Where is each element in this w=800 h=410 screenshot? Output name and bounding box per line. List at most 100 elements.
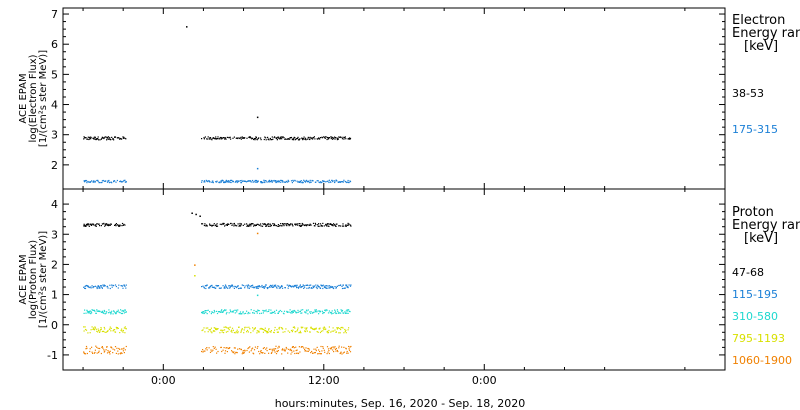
proton-data-point (347, 329, 349, 331)
proton-data-point (317, 284, 319, 286)
proton-data-point (331, 310, 333, 312)
proton-data-point (289, 331, 291, 333)
proton-data-point (263, 287, 265, 289)
proton-data-point (266, 331, 268, 333)
proton-data-point (120, 309, 122, 311)
electron-data-point (348, 181, 350, 184)
proton-data-point (306, 327, 308, 329)
proton-data-point (219, 223, 221, 225)
proton-data-point (116, 347, 118, 349)
proton-data-point (292, 311, 294, 313)
proton-data-point (84, 353, 86, 355)
proton-data-point (86, 309, 88, 311)
proton-data-point (290, 286, 293, 288)
proton-data-point (92, 309, 94, 311)
proton-data-point (247, 225, 249, 227)
electron-data-point (324, 137, 326, 139)
proton-data-point (222, 349, 224, 351)
electron-data-point (228, 181, 230, 183)
proton-data-point (113, 329, 115, 331)
proton-data-point (294, 285, 296, 287)
proton-data-point (348, 345, 350, 348)
electron-data-point (256, 139, 258, 141)
proton-data-point (329, 223, 331, 225)
proton-data-point (306, 350, 308, 352)
proton-data-point (315, 309, 317, 311)
proton-data-point (88, 224, 90, 226)
electron-data-point (89, 181, 91, 183)
proton-data-point (308, 348, 310, 350)
proton-data-point (312, 222, 315, 224)
electron-data-point (216, 181, 218, 183)
electron-data-point (300, 180, 302, 182)
electron-data-point (122, 137, 124, 139)
electron-data-point (262, 181, 264, 184)
electron-data-point (291, 182, 293, 184)
proton-data-point (84, 328, 87, 331)
proton-data-point (115, 326, 117, 328)
proton-data-point (267, 224, 269, 226)
proton-outlier-point (194, 275, 196, 277)
proton-data-point (288, 285, 290, 287)
proton-data-point (263, 287, 265, 289)
proton-legend-item: 310-580 (732, 310, 778, 323)
proton-data-point (260, 225, 262, 227)
proton-data-point (270, 352, 272, 354)
proton-data-point (316, 331, 318, 333)
proton-data-point (313, 348, 315, 350)
proton-data-point (240, 330, 242, 332)
electron-data-point (337, 138, 339, 140)
proton-data-point (332, 349, 334, 351)
electron-data-point (94, 136, 96, 138)
proton-data-point (122, 287, 124, 289)
proton-data-point (345, 285, 347, 287)
electron-data-point (239, 180, 242, 182)
electron-data-point (86, 138, 88, 140)
proton-data-point (226, 351, 228, 353)
electron-data-point (278, 181, 280, 183)
proton-data-point (295, 331, 297, 333)
proton-data-point (336, 327, 338, 329)
proton-data-point (85, 225, 87, 227)
x-tick-label: 0:00 (472, 374, 497, 387)
proton-data-point (336, 285, 338, 287)
electron-data-point (238, 180, 240, 182)
electron-data-point (245, 180, 247, 183)
proton-data-point (239, 287, 242, 289)
proton-data-point (210, 313, 212, 315)
electron-data-point (87, 180, 89, 183)
electron-data-point (338, 181, 340, 183)
proton-outlier-point (256, 232, 259, 235)
electron-data-point (323, 136, 325, 138)
proton-data-point (114, 224, 116, 226)
proton-data-point (345, 225, 347, 227)
electron-data-point (97, 180, 99, 182)
electron-data-point (272, 180, 274, 182)
electron-data-point (284, 138, 286, 140)
proton-data-point (106, 346, 108, 348)
electron-data-point (220, 137, 222, 139)
proton-data-point (232, 329, 234, 331)
proton-data-point (321, 285, 323, 287)
proton-data-point (226, 311, 228, 314)
proton-data-point (101, 310, 103, 312)
electron-data-point (246, 181, 248, 183)
proton-data-point (256, 286, 258, 288)
proton-data-point (250, 332, 252, 334)
proton-data-point (348, 348, 350, 350)
electron-data-point (334, 137, 337, 139)
electron-data-point (103, 137, 105, 140)
proton-data-point (326, 353, 328, 355)
electron-data-point (101, 137, 103, 139)
proton-data-point (97, 347, 99, 349)
proton-data-point (104, 223, 106, 225)
electron-data-point (312, 138, 314, 140)
proton-data-point (328, 225, 330, 227)
electron-data-point (224, 181, 227, 183)
proton-data-point (109, 350, 111, 352)
electron-data-point (253, 138, 255, 141)
proton-data-point (328, 310, 330, 312)
electron-data-point (241, 179, 243, 182)
proton-data-point (292, 329, 294, 331)
proton-data-point (275, 345, 277, 347)
